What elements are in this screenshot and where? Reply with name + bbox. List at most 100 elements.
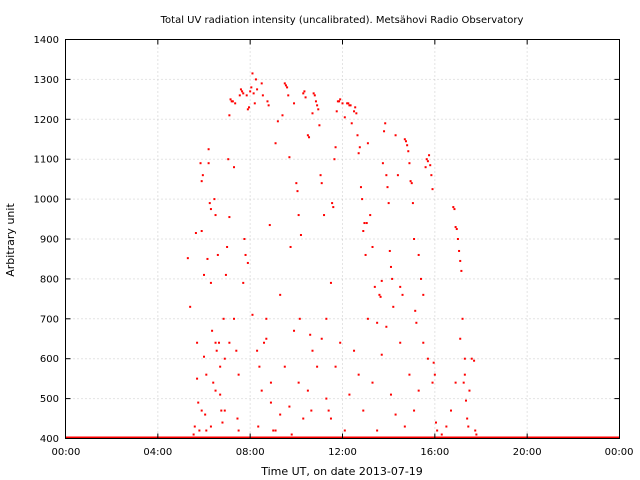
data-point <box>261 94 264 97</box>
data-point <box>283 82 286 85</box>
data-point <box>349 104 352 107</box>
data-point <box>376 429 379 432</box>
y-tick-label: 1300 <box>34 75 59 86</box>
data-point <box>413 238 416 240</box>
data-point <box>256 349 259 352</box>
data-point <box>244 253 247 256</box>
data-point <box>186 257 189 260</box>
data-point <box>474 429 477 432</box>
data-point <box>228 114 231 117</box>
data-point <box>319 174 322 177</box>
data-point <box>394 134 397 137</box>
data-point <box>241 90 244 93</box>
data-point <box>409 180 412 183</box>
data-point <box>252 92 255 95</box>
x-tick-label: 16:00 <box>420 447 449 458</box>
data-point <box>197 401 200 404</box>
data-point <box>380 279 383 282</box>
data-point <box>358 146 361 149</box>
x-tick-label: 00:00 <box>605 447 634 458</box>
data-point <box>391 277 394 280</box>
data-point <box>207 162 210 165</box>
data-point <box>314 100 317 103</box>
data-point <box>440 433 443 436</box>
data-point <box>473 359 476 362</box>
data-point <box>413 409 416 412</box>
x-tick-label: 04:00 <box>143 447 172 458</box>
data-point <box>223 409 226 412</box>
data-point <box>332 206 335 209</box>
data-point <box>251 313 254 316</box>
data-point <box>365 222 368 225</box>
data-point <box>304 96 307 99</box>
data-point <box>394 413 397 416</box>
data-point <box>431 381 434 384</box>
data-point <box>224 273 227 276</box>
data-point <box>201 174 204 177</box>
data-point <box>219 393 222 396</box>
y-tick-label: 1100 <box>34 155 59 166</box>
data-point <box>381 162 384 165</box>
y-tick-label: 1200 <box>34 115 59 126</box>
data-point <box>454 381 457 384</box>
data-point <box>288 156 291 159</box>
data-point <box>378 293 381 296</box>
data-point <box>422 293 425 296</box>
data-point <box>290 433 293 436</box>
data-point <box>256 88 259 91</box>
data-point <box>362 230 365 233</box>
data-point <box>266 100 269 103</box>
data-point <box>236 417 239 420</box>
data-point <box>306 389 309 392</box>
y-tick-label: 700 <box>40 314 59 325</box>
data-point <box>233 317 236 320</box>
data-point <box>331 202 334 205</box>
x-tick-label: 00:00 <box>52 447 81 458</box>
data-point <box>219 365 222 368</box>
data-point <box>379 295 382 298</box>
axis-ticks <box>65 39 620 439</box>
data-point <box>334 365 337 368</box>
data-point <box>408 162 411 165</box>
data-point <box>254 78 257 81</box>
data-point <box>329 281 332 284</box>
data-point <box>419 277 422 280</box>
data-point <box>470 357 473 360</box>
y-tick-label: 400 <box>40 434 59 445</box>
data-point <box>267 104 270 107</box>
data-point <box>463 357 466 360</box>
data-point <box>203 355 205 358</box>
data-point <box>205 373 208 376</box>
data-point <box>263 341 266 344</box>
data-point <box>297 381 300 384</box>
data-point <box>310 409 313 412</box>
data-point <box>426 357 429 360</box>
data-point <box>359 186 362 189</box>
data-point <box>189 305 192 308</box>
data-points <box>186 72 478 436</box>
data-point <box>209 425 212 428</box>
data-point <box>462 381 465 384</box>
data-point <box>205 429 208 432</box>
data-point <box>253 102 256 105</box>
data-point <box>276 120 279 123</box>
data-point <box>308 136 311 139</box>
data-point <box>204 413 207 416</box>
data-point <box>272 429 275 432</box>
data-point <box>356 134 359 137</box>
data-point <box>445 425 448 428</box>
data-point <box>221 421 224 424</box>
data-point <box>312 92 315 95</box>
data-point <box>284 84 287 87</box>
data-point <box>238 94 241 97</box>
y-tick-labels: 400 500 600 700 800 900 1000 1100 1200 1300 1400 <box>34 35 59 445</box>
x-tick-labels: 00:00 04:00 08:00 12:00 16:00 20:00 00:00 <box>52 447 634 458</box>
data-point <box>293 102 296 105</box>
data-point <box>234 102 237 105</box>
data-point <box>385 174 388 177</box>
grid-lines <box>65 39 620 439</box>
data-point <box>436 429 439 432</box>
data-point <box>316 104 319 107</box>
data-point <box>222 317 225 320</box>
